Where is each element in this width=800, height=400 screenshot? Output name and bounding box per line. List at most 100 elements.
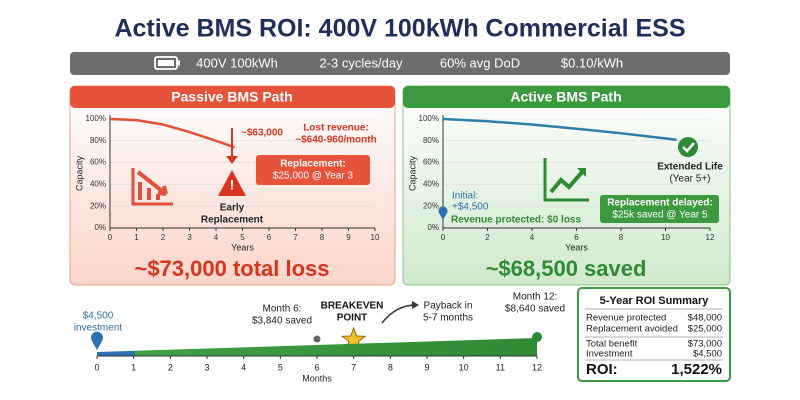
- y-axis-label: Capacity: [74, 155, 84, 191]
- timeline-bar: [97, 338, 537, 356]
- check-icon: [678, 137, 698, 157]
- arrow-head: [412, 301, 419, 309]
- x-tick-label: 2: [168, 362, 173, 372]
- x-tick-label: 0: [108, 233, 113, 242]
- milestone-label: POINT: [337, 313, 368, 324]
- y-tick-label: 60%: [423, 158, 439, 167]
- x-tick-label: 8: [388, 362, 393, 372]
- summary-value: $48,000: [688, 313, 722, 324]
- annotation: Revenue protected: $0 loss: [451, 215, 581, 226]
- panel-title: Active BMS Path: [510, 89, 621, 105]
- x-tick-label: 9: [346, 233, 351, 242]
- x-tick-label: 10: [459, 362, 469, 372]
- summary-label: Revenue protected: [586, 313, 666, 324]
- spec: 400V 100kWh: [196, 55, 278, 70]
- y-tick-label: 100%: [419, 114, 439, 123]
- x-tick-label: 10: [661, 233, 670, 242]
- x-axis-label: Years: [231, 242, 254, 252]
- x-tick-label: 0: [441, 233, 446, 242]
- summary-value: $73,000: [688, 339, 722, 350]
- annotation: +$4,500: [452, 202, 489, 213]
- decline-icon: [131, 168, 173, 206]
- x-axis-label: Months: [302, 373, 332, 383]
- x-tick-label: 6: [314, 362, 319, 372]
- x-tick-label: 5: [278, 362, 283, 372]
- growth-icon: [577, 168, 586, 177]
- x-tick-label: 4: [241, 362, 246, 372]
- annotation: $25,000 @ Year 3: [273, 171, 354, 182]
- x-tick-label: 2: [161, 233, 166, 242]
- y-tick-label: 40%: [423, 180, 439, 189]
- summary-box: [577, 287, 731, 382]
- capacity-line: [109, 117, 236, 149]
- milestone-pin: [91, 331, 104, 350]
- y-tick-label: 60%: [90, 158, 106, 167]
- annotation: (Year 5+): [669, 174, 710, 185]
- annotation: ~$640-960/month: [295, 135, 376, 146]
- spec: $0.10/kWh: [561, 55, 623, 70]
- milestone-dot: [312, 334, 322, 344]
- annotation: Replacement delayed:: [607, 198, 713, 209]
- x-tick-label: 8: [320, 233, 325, 242]
- x-tick-label: 6: [267, 233, 272, 242]
- x-tick-label: 4: [214, 233, 219, 242]
- summary-value: $4,500: [693, 349, 722, 360]
- warning-mark: !: [230, 177, 235, 193]
- milestone-label: Month 12:: [513, 292, 557, 303]
- x-tick-label: 11: [496, 362, 505, 372]
- annotation: Extended Life: [657, 162, 723, 173]
- x-tick-label: 1: [134, 233, 139, 242]
- result: ~$68,500 saved: [486, 256, 647, 281]
- y-tick-label: 0%: [427, 223, 439, 232]
- x-tick-label: 6: [574, 233, 579, 242]
- y-tick-label: 20%: [90, 201, 106, 210]
- result: ~$73,000 total loss: [134, 256, 329, 281]
- arrow-head: [226, 156, 238, 164]
- annotation: ~$63,000: [241, 128, 283, 139]
- milestone-label: BREAKEVEN: [321, 301, 384, 312]
- check-icon: [682, 142, 695, 153]
- y-tick-label: 80%: [423, 136, 439, 145]
- y-tick-label: 40%: [90, 180, 106, 189]
- title: Active BMS ROI: 400V 100kWh Commercial E…: [114, 15, 685, 43]
- battery-tip: [177, 60, 180, 66]
- x-tick-label: 7: [293, 233, 298, 242]
- milestone-label: $4,500: [83, 311, 114, 322]
- y-tick-label: 20%: [423, 201, 439, 210]
- x-axis-label: Years: [565, 242, 588, 252]
- growth-icon: [543, 158, 589, 202]
- x-tick-label: 8: [619, 233, 624, 242]
- annotation: Payback in: [424, 301, 473, 312]
- summary-label: Total benefit: [586, 339, 638, 350]
- x-tick-label: 5: [240, 233, 245, 242]
- annotation-box: [256, 155, 370, 185]
- x-tick-label: 4: [530, 233, 535, 242]
- y-tick-label: 0%: [94, 223, 106, 232]
- annotation: Replacement:: [280, 159, 346, 170]
- panel-header: [70, 86, 395, 108]
- x-tick-label: 0: [94, 362, 99, 372]
- annotation: Initial:: [452, 191, 478, 202]
- spec: 60% avg DoD: [440, 55, 520, 70]
- summary-title: 5-Year ROI Summary: [600, 295, 710, 307]
- x-tick-label: 2: [485, 233, 490, 242]
- y-tick-label: 80%: [90, 136, 106, 145]
- capacity-line: [442, 117, 677, 141]
- y-tick-label: 100%: [86, 114, 106, 123]
- summary-label: Replacement avoided: [586, 324, 678, 335]
- x-tick-label: 7: [351, 362, 356, 372]
- x-tick-label: 1: [131, 362, 136, 372]
- growth-icon: [549, 169, 585, 194]
- warning-icon: [218, 170, 246, 196]
- panel-title: Passive BMS Path: [171, 89, 292, 105]
- summary-label: Investment: [586, 349, 633, 360]
- decline-icon: [136, 170, 168, 200]
- roi-value: 1,522%: [671, 361, 722, 378]
- spec: 2-3 cycles/day: [319, 55, 403, 70]
- milestone-label: Month 6:: [263, 304, 302, 315]
- battery-fill: [158, 60, 174, 66]
- x-tick-label: 12: [706, 233, 715, 242]
- annotation: 5-7 months: [423, 313, 473, 324]
- annotation-box: [600, 195, 719, 223]
